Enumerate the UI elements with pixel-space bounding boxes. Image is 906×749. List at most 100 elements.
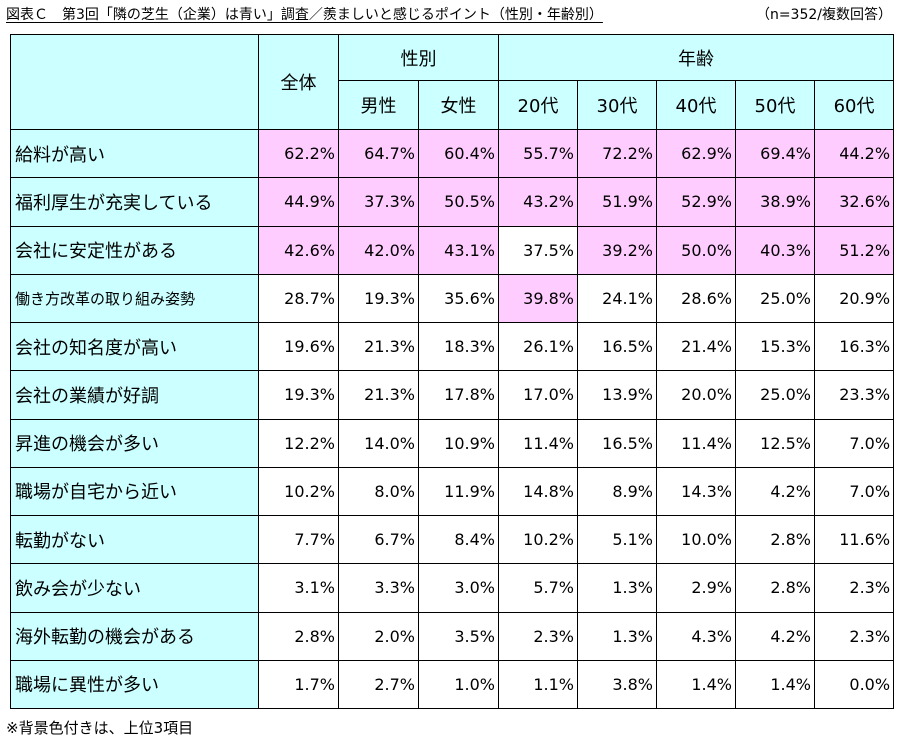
value-cell: 2.8% [735,514,815,565]
value-cell: 5.1% [577,514,657,565]
value-cell: 69.4% [735,128,815,179]
header-age-20s: 20代 [498,80,578,130]
value-cell: 1.1% [498,659,578,710]
value-cell: 12.5% [735,418,815,468]
value-cell: 1.3% [577,563,657,613]
value-cell: 43.1% [418,225,499,275]
row-label: 転勤がない [10,514,259,565]
value-cell: 25.0% [735,370,815,420]
row-label: 働き方改革の取り組み姿勢 [10,273,259,324]
row-label: 職場に異性が多い [10,659,259,710]
value-cell: 37.3% [338,177,419,227]
value-cell: 50.5% [418,177,499,227]
table-row: 昇進の機会が多い 12.2% 14.0% 10.9% 11.4% 16.5% 11.4% 12… [10,418,895,468]
value-cell: 2.7% [338,659,419,710]
value-cell: 21.4% [656,321,736,372]
value-cell: 10.2% [258,466,339,517]
table-row: 給料が高い 62.2% 64.7% 60.4% 55.7% 72.2% 62.9% 69.4%… [10,128,895,179]
results-table: 全体 性別 年齢 男性 女性 20代 30代 40代 50代 60代 給料が高い… [10,34,895,710]
value-cell: 35.6% [418,273,499,324]
row-label: 福利厚生が充実している [10,177,259,227]
table-row: 転勤がない 7.7% 6.7% 8.4% 10.2% 5.1% 10.0% 2.8% 11.6% [10,514,895,565]
header-age-50s: 50代 [735,80,815,130]
value-cell: 26.1% [498,321,578,372]
row-label: 会社の知名度が高い [10,321,259,372]
value-cell: 2.9% [656,563,736,613]
header-age-30s: 30代 [577,80,657,130]
table-row: 職場に異性が多い 1.7% 2.7% 1.0% 1.1% 3.8% 1.4% 1.4% 0.0% [10,659,895,710]
header-age-40s: 40代 [656,80,736,130]
value-cell: 51.2% [813,225,895,275]
value-cell: 16.3% [813,321,895,372]
value-cell: 2.3% [813,563,895,613]
value-cell: 4.2% [735,611,815,661]
value-cell: 17.8% [418,370,499,420]
value-cell: 3.3% [338,563,419,613]
value-cell: 19.3% [258,370,339,420]
value-cell: 42.6% [258,225,339,275]
table-row: 飲み会が少ない 3.1% 3.3% 3.0% 5.7% 1.3% 2.9% 2.8% 2.3% [10,563,895,613]
value-cell: 39.2% [577,225,657,275]
value-cell: 19.6% [258,321,339,372]
value-cell: 25.0% [735,273,815,324]
value-cell: 50.0% [656,225,736,275]
value-cell: 7.0% [813,466,895,517]
value-cell: 28.7% [258,273,339,324]
value-cell: 38.9% [735,177,815,227]
value-cell: 60.4% [418,128,499,179]
header-row-sub: 男性 女性 20代 30代 40代 50代 60代 [11,80,895,130]
value-cell: 21.3% [338,370,419,420]
value-cell: 5.7% [498,563,578,613]
value-cell: 8.9% [577,466,657,517]
value-cell: 1.3% [577,611,657,661]
value-cell: 7.0% [813,418,895,468]
value-cell: 3.5% [418,611,499,661]
row-label: 給料が高い [10,128,259,179]
value-cell: 64.7% [338,128,419,179]
chart-title-line: 図表Ｃ 第3回「隣の芝生（企業）は青い」調査／羨ましいと感じるポイント（性別・年… [6,4,902,26]
table-body: 給料が高い 62.2% 64.7% 60.4% 55.7% 72.2% 62.9% 69.4%… [10,128,895,710]
value-cell: 2.0% [338,611,419,661]
value-cell: 6.7% [338,514,419,565]
value-cell: 3.8% [577,659,657,710]
table-row: 職場が自宅から近い 10.2% 8.0% 11.9% 14.8% 8.9% 14.3% 4.2… [10,466,895,517]
value-cell: 17.0% [498,370,578,420]
row-label: 会社の業績が好調 [10,370,259,420]
table-row: 働き方改革の取り組み姿勢 28.7% 19.3% 35.6% 39.8% 24.1% 28.… [10,273,895,324]
value-cell: 0.0% [813,659,895,710]
table-row: 海外転勤の機会がある 2.8% 2.0% 3.5% 2.3% 1.3% 4.3% 4.2% 2.… [10,611,895,661]
value-cell: 4.2% [735,466,815,517]
value-cell: 11.4% [498,418,578,468]
row-label: 会社に安定性がある [10,225,259,275]
value-cell: 2.3% [498,611,578,661]
value-cell: 14.8% [498,466,578,517]
value-cell: 10.9% [418,418,499,468]
value-cell: 1.0% [418,659,499,710]
value-cell: 2.3% [813,611,895,661]
value-cell: 42.0% [338,225,419,275]
value-cell: 18.3% [418,321,499,372]
value-cell: 52.9% [656,177,736,227]
value-cell: 12.2% [258,418,339,468]
value-cell: 37.5% [498,225,578,275]
header-gender-group: 性別 [338,34,499,81]
value-cell: 55.7% [498,128,578,179]
value-cell: 72.2% [577,128,657,179]
value-cell: 24.1% [577,273,657,324]
value-cell: 8.0% [338,466,419,517]
value-cell: 10.0% [656,514,736,565]
value-cell: 32.6% [813,177,895,227]
value-cell: 19.3% [338,273,419,324]
value-cell: 28.6% [656,273,736,324]
table-row: 会社の業績が好調 19.3% 21.3% 17.8% 17.0% 13.9% 20.0% 25… [10,370,895,420]
value-cell: 7.7% [258,514,339,565]
header-male: 男性 [338,80,419,130]
value-cell: 62.9% [656,128,736,179]
value-cell: 44.2% [813,128,895,179]
value-cell: 4.3% [656,611,736,661]
value-cell: 1.4% [735,659,815,710]
value-cell: 16.5% [577,321,657,372]
value-cell: 23.3% [813,370,895,420]
value-cell: 40.3% [735,225,815,275]
value-cell: 62.2% [258,128,339,179]
